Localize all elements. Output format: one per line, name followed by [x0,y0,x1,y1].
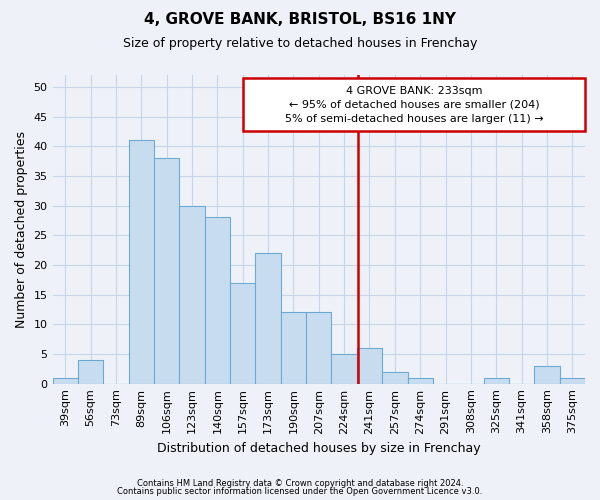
Bar [78,360,103,384]
Text: Contains HM Land Registry data © Crown copyright and database right 2024.: Contains HM Land Registry data © Crown c… [137,478,463,488]
Bar [382,372,407,384]
Bar [306,312,331,384]
Bar [230,283,256,384]
Text: 4, GROVE BANK, BRISTOL, BS16 1NY: 4, GROVE BANK, BRISTOL, BS16 1NY [144,12,456,28]
Bar [154,158,179,384]
Bar [256,253,281,384]
Bar [331,354,357,384]
Text: Size of property relative to detached houses in Frenchay: Size of property relative to detached ho… [123,38,477,51]
Bar [205,218,230,384]
Bar [560,378,585,384]
Bar [53,378,78,384]
Bar [357,348,382,384]
Bar [179,206,205,384]
Bar [534,366,560,384]
Text: 4 GROVE BANK: 233sqm
← 95% of detached houses are smaller (204)
5% of semi-detac: 4 GROVE BANK: 233sqm ← 95% of detached h… [284,86,543,124]
Bar [484,378,509,384]
Bar [281,312,306,384]
X-axis label: Distribution of detached houses by size in Frenchay: Distribution of detached houses by size … [157,442,481,455]
Y-axis label: Number of detached properties: Number of detached properties [15,131,28,328]
Bar [407,378,433,384]
Bar [243,78,585,132]
Bar [128,140,154,384]
Text: Contains public sector information licensed under the Open Government Licence v3: Contains public sector information licen… [118,487,482,496]
